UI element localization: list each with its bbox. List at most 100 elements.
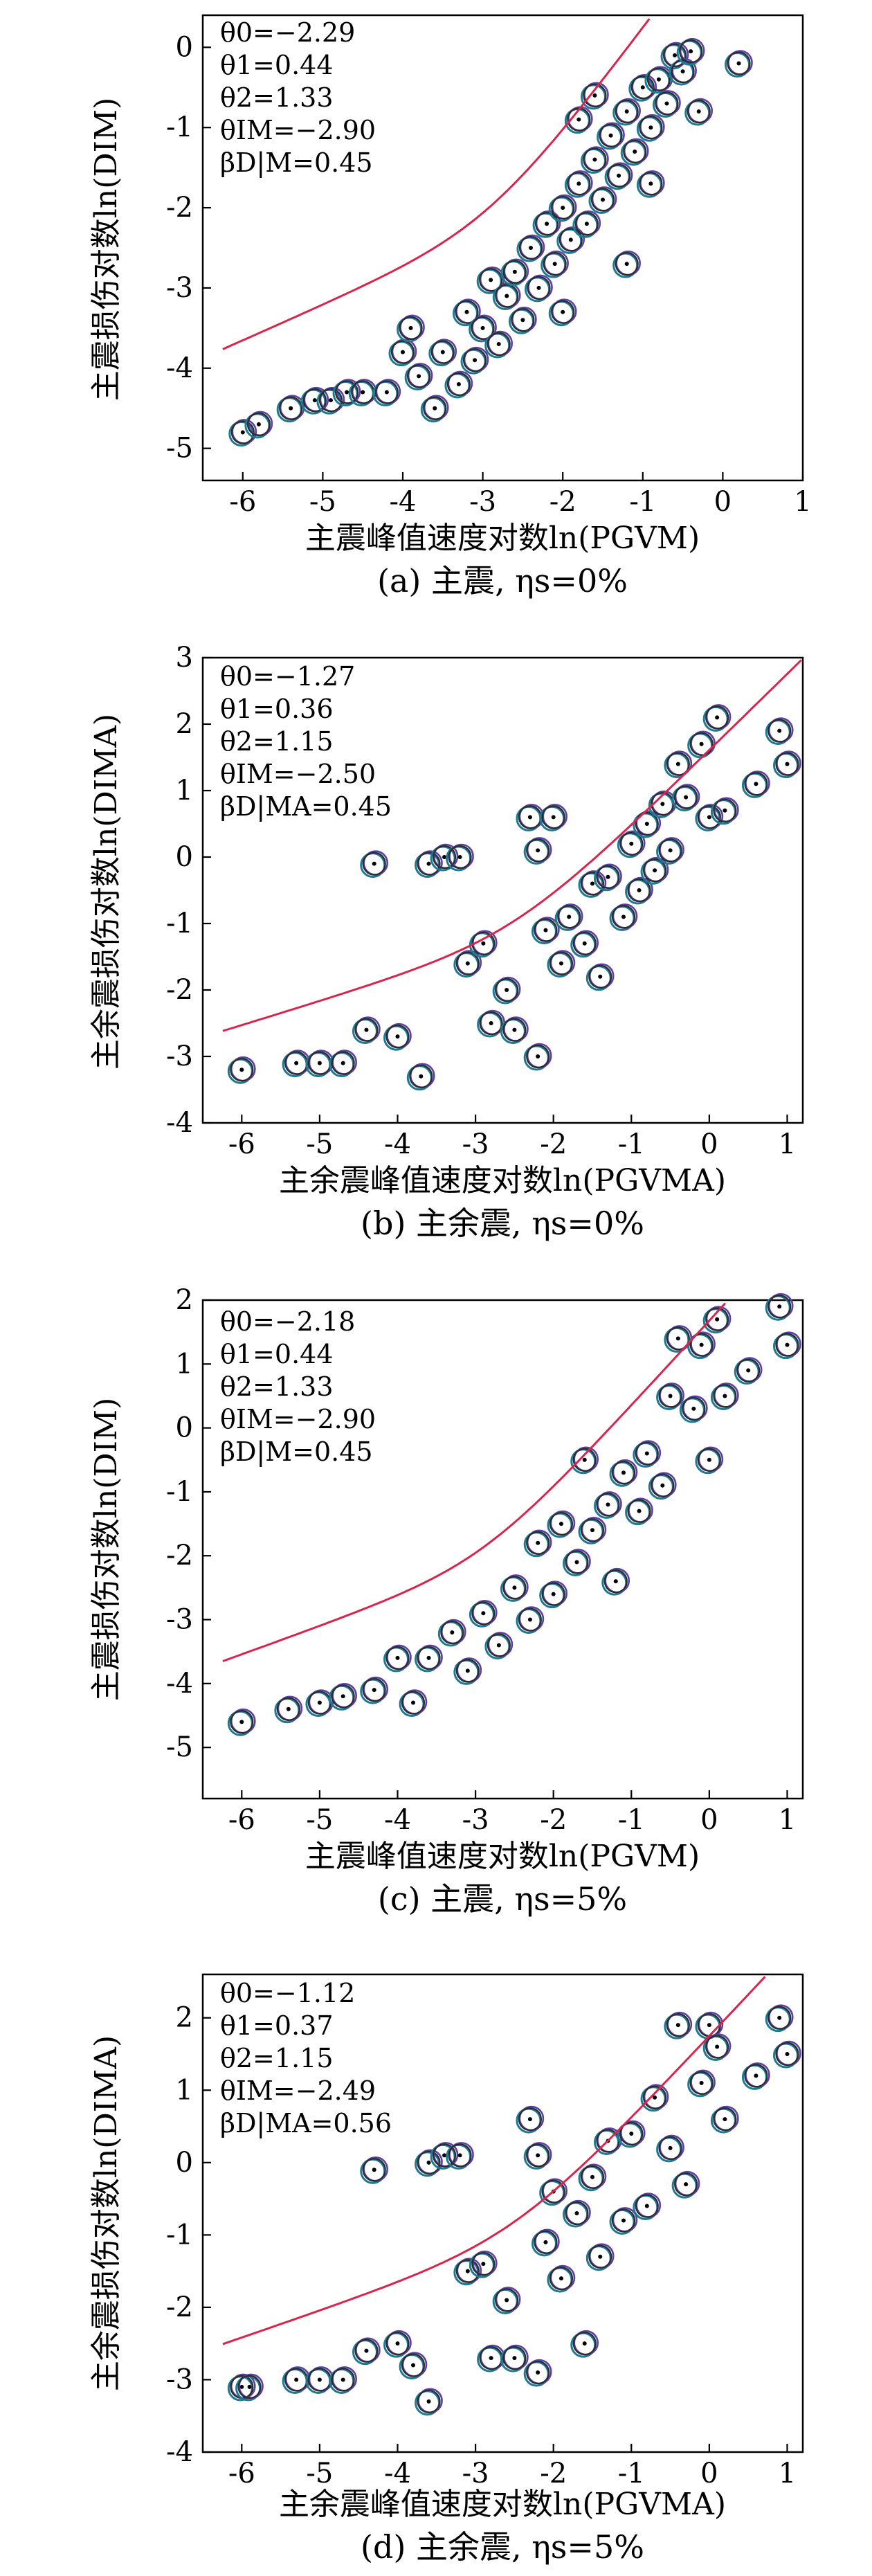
point-ring-inner: [502, 1576, 527, 1600]
data-point: [636, 170, 665, 198]
point-ring-inner: [580, 1518, 605, 1542]
point-centre: [777, 2015, 782, 2020]
point-ring-inner: [705, 705, 729, 730]
point-centre: [457, 855, 462, 859]
point-ring-inner: [646, 67, 671, 91]
y-tick-label: -3: [166, 1041, 193, 1072]
point-centre: [239, 1068, 244, 1072]
point-ring-inner: [502, 2345, 527, 2370]
data-point: [276, 395, 305, 423]
data-point: [388, 339, 417, 367]
point-centre: [606, 1502, 610, 1507]
point-centre: [660, 802, 665, 807]
point-ring-inner: [639, 172, 663, 196]
data-point: [525, 274, 553, 303]
data-point: [765, 1292, 794, 1321]
data-point: [329, 1050, 357, 1078]
data-point: [516, 2105, 545, 2134]
data-point: [500, 1574, 529, 1602]
y-tick-label: -4: [166, 1107, 193, 1139]
data-point: [360, 850, 389, 879]
data-point: [444, 370, 473, 399]
data-point: [227, 1708, 256, 1736]
point-ring-inner: [611, 905, 636, 929]
param-c-2: θ2=1.33: [220, 1371, 334, 1402]
x-tick-label: -6: [228, 1804, 255, 1836]
point-centre: [240, 430, 245, 435]
point-ring-inner: [697, 805, 721, 829]
data-point: [404, 363, 433, 390]
point-ring-inner: [276, 1697, 300, 1721]
point-ring-inner: [385, 2332, 410, 2356]
data-point: [772, 1331, 801, 1360]
data-point: [594, 863, 622, 892]
data-point: [741, 771, 770, 798]
point-centre: [668, 2145, 673, 2150]
data-point: [332, 379, 361, 407]
data-point: [532, 210, 561, 238]
point-ring-inner: [558, 228, 583, 252]
point-centre: [608, 133, 613, 138]
point-ring-inner: [611, 2208, 636, 2233]
point-ring-inner: [557, 905, 581, 929]
point-centre: [527, 1617, 532, 1622]
param-d-2: θ2=1.15: [220, 2043, 334, 2073]
data-point: [640, 856, 669, 885]
x-axis-label-d: 主余震峰值速度对数ln(PGVMA): [279, 2487, 726, 2522]
y-axis-label-b: 主余震损伤对数ln(DIMA): [89, 714, 124, 1070]
point-ring-inner: [448, 845, 472, 870]
point-centre: [340, 1694, 345, 1699]
point-ring-inner: [689, 2071, 714, 2095]
data-point: [556, 226, 585, 254]
point-ring-inner: [635, 811, 659, 836]
x-tick-label: 0: [714, 486, 732, 518]
point-ring-inner: [666, 752, 690, 776]
point-centre: [512, 1027, 517, 1032]
y-tick-label: -2: [166, 192, 193, 224]
point-ring-inner: [549, 2266, 574, 2291]
y-ticks-a: -5 -4 -3 -2 -1 0: [166, 31, 211, 465]
point-centre: [696, 109, 701, 114]
data-point: [453, 950, 482, 978]
param-b-1: θ1=0.36: [220, 694, 334, 724]
point-centre: [723, 2117, 727, 2122]
x-tick-label: -1: [618, 2458, 645, 2489]
point-ring-inner: [331, 1051, 355, 1075]
point-centre: [464, 309, 469, 314]
point-centre: [496, 342, 501, 347]
x-tick-label: -3: [469, 486, 496, 518]
param-c-1: θ1=0.44: [220, 1339, 334, 1369]
caption-a: (a) 主震, ηs=0%: [377, 562, 628, 600]
data-point: [460, 346, 489, 375]
data-point: [562, 2199, 591, 2228]
point-centre: [637, 1508, 642, 1513]
point-centre: [289, 406, 293, 411]
data-point: [516, 1606, 545, 1634]
point-ring-inner: [318, 388, 343, 413]
data-point: [633, 1440, 662, 1468]
data-point: [446, 2142, 474, 2170]
point-ring-inner: [580, 2165, 605, 2189]
point-ring-inner: [462, 348, 487, 372]
point-ring-inner: [635, 2194, 659, 2218]
panel-b: -6 -5 -4 -3 -2 -1 0 1 -4 -3 -2 -1 0 1 2 3 θ0=−1.27 θ1=…: [89, 642, 804, 1242]
point-centre: [419, 1074, 424, 1079]
point-centre: [536, 285, 541, 290]
point-ring-inner: [603, 1569, 628, 1594]
point-centre: [395, 2341, 400, 2346]
data-point: [539, 804, 567, 831]
points-b: [227, 704, 801, 1091]
x-ticks-a: -6 -5 -4 -3 -2 -1 0 1: [229, 472, 812, 518]
point-ring-inner: [727, 51, 751, 75]
data-point: [612, 98, 641, 126]
y-tick-label: 2: [176, 1284, 193, 1316]
data-point: [612, 250, 641, 278]
point-centre: [426, 2160, 431, 2165]
y-tick-label: -2: [166, 974, 193, 1006]
point-centre: [668, 848, 673, 853]
point-centre: [668, 1394, 673, 1398]
point-ring-inner: [432, 2143, 457, 2168]
point-centre: [345, 390, 349, 395]
x-tick-label: -2: [540, 1804, 567, 1836]
